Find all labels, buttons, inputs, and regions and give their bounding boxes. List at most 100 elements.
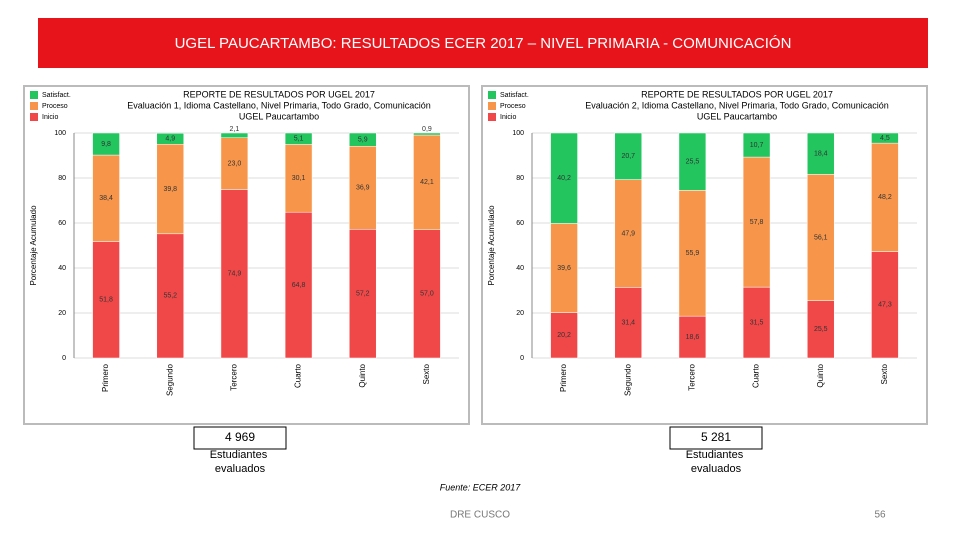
bar-segment (92, 132, 120, 156)
bar-segment (742, 286, 771, 359)
bar-segment (678, 190, 707, 317)
value-label: 5,1 (294, 136, 304, 143)
bar-segment (678, 132, 707, 191)
value-label: 10,7 (750, 142, 764, 149)
value-label: 57,8 (750, 219, 764, 226)
page-number: 56 (874, 510, 886, 521)
legend-label: Satisfact. (42, 92, 71, 99)
bar-segment (807, 132, 835, 175)
x-tick-label: Primero (101, 363, 110, 392)
bar-segment (550, 132, 578, 224)
y-axis-label: Porcentaje Acumulado (29, 205, 38, 286)
bar-segment (220, 137, 249, 190)
value-label: 18,4 (814, 151, 828, 158)
value-label: 0,9 (422, 126, 432, 133)
x-tick-label: Cuarto (752, 363, 761, 388)
bar-segment (413, 134, 441, 230)
bar-segment (871, 251, 899, 359)
value-label: 57,0 (420, 291, 434, 298)
bar-segment (284, 144, 313, 213)
chart-subtitle: Evaluación 1, Idioma Castellano, Nivel P… (127, 100, 430, 110)
bar-segment (220, 189, 249, 359)
bar-segment (92, 241, 120, 359)
bar-segment (614, 287, 642, 359)
value-label: 42,1 (420, 179, 434, 186)
count: 4 969 (225, 430, 255, 444)
y-tick-label: 80 (516, 175, 524, 182)
value-label: 30,1 (292, 175, 306, 182)
bar-segment (742, 156, 771, 288)
x-tick-label: Primero (559, 363, 568, 392)
value-label: 55,9 (686, 250, 700, 257)
legend-label: Proceso (42, 103, 68, 110)
value-label: 18,6 (686, 334, 700, 341)
value-label: 56,1 (814, 234, 828, 241)
y-tick-label: 20 (58, 310, 66, 317)
count: 5 281 (701, 430, 731, 444)
bar-segment (220, 132, 249, 138)
bar-segment (92, 154, 120, 242)
legend-swatch (30, 91, 38, 99)
legend-swatch (488, 113, 496, 121)
value-label: 31,4 (621, 320, 635, 327)
value-label: 74,9 (228, 271, 242, 278)
footer: DRE CUSCO (450, 510, 510, 521)
x-tick-label: Quinto (358, 363, 367, 387)
value-label: 23,0 (228, 160, 242, 167)
count-box (669, 426, 763, 450)
bar-segment (349, 229, 377, 359)
y-tick-label: 40 (516, 265, 524, 272)
bar-segment (871, 132, 899, 144)
bar-segment (156, 132, 184, 145)
chart-subtitle: UGEL Paucartambo (239, 111, 319, 121)
legend-swatch (488, 102, 496, 110)
bar-segment (807, 300, 835, 359)
value-label: 39,8 (163, 186, 177, 193)
x-tick-label: Segundo (165, 363, 174, 396)
y-tick-label: 100 (512, 130, 524, 137)
value-label: 25,5 (814, 326, 828, 333)
chart-title: REPORTE DE RESULTADOS POR UGEL 2017 (641, 89, 833, 99)
count-box (193, 426, 287, 450)
legend-swatch (488, 91, 496, 99)
y-tick-label: 100 (54, 130, 66, 137)
x-tick-label: Quinto (816, 363, 825, 387)
slide-title: UGEL PAUCARTAMBO: RESULTADOS ECER 2017 –… (175, 35, 792, 52)
bar-segment (156, 233, 184, 359)
legend-swatch (30, 113, 38, 121)
title-bar (38, 18, 928, 68)
x-tick-label: Sexto (880, 363, 889, 384)
source: Fuente: ECER 2017 (440, 482, 522, 492)
chart-title: REPORTE DE RESULTADOS POR UGEL 2017 (183, 89, 375, 99)
value-label: 20,2 (557, 332, 571, 339)
bar-segment (807, 174, 835, 301)
value-label: 40,2 (557, 175, 571, 182)
legend-label: Inicio (42, 114, 58, 121)
value-label: 57,2 (356, 290, 370, 297)
bar-segment (284, 132, 313, 145)
bar-segment (284, 211, 313, 359)
x-tick-label: Segundo (623, 363, 632, 396)
y-tick-label: 60 (58, 220, 66, 227)
value-label: 39,6 (557, 265, 571, 272)
y-tick-label: 0 (520, 355, 524, 362)
x-tick-label: Tercero (230, 363, 239, 390)
y-tick-label: 60 (516, 220, 524, 227)
y-tick-label: 0 (62, 355, 66, 362)
value-label: 2,1 (230, 126, 240, 133)
x-tick-label: Cuarto (294, 363, 303, 388)
value-label: 4,9 (165, 136, 175, 143)
value-label: 47,9 (621, 230, 635, 237)
bar-segment (550, 312, 578, 359)
value-label: 20,7 (621, 153, 635, 160)
bar-segment (614, 132, 642, 180)
bar-segment (156, 144, 184, 235)
value-label: 48,2 (878, 194, 892, 201)
count-label: Estudiantes evaluados (210, 449, 271, 475)
bar-segment (349, 146, 377, 230)
legend-label: Satisfact. (500, 92, 529, 99)
y-tick-label: 40 (58, 265, 66, 272)
y-axis-label: Porcentaje Acumulado (487, 205, 496, 286)
value-label: 5,9 (358, 136, 368, 143)
